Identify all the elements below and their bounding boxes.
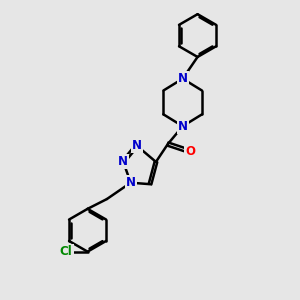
Text: N: N <box>178 120 188 133</box>
Text: N: N <box>126 176 136 189</box>
Text: N: N <box>178 72 188 85</box>
Text: N: N <box>132 139 142 152</box>
Text: O: O <box>185 145 195 158</box>
Text: Cl: Cl <box>60 245 73 258</box>
Text: N: N <box>118 155 128 168</box>
